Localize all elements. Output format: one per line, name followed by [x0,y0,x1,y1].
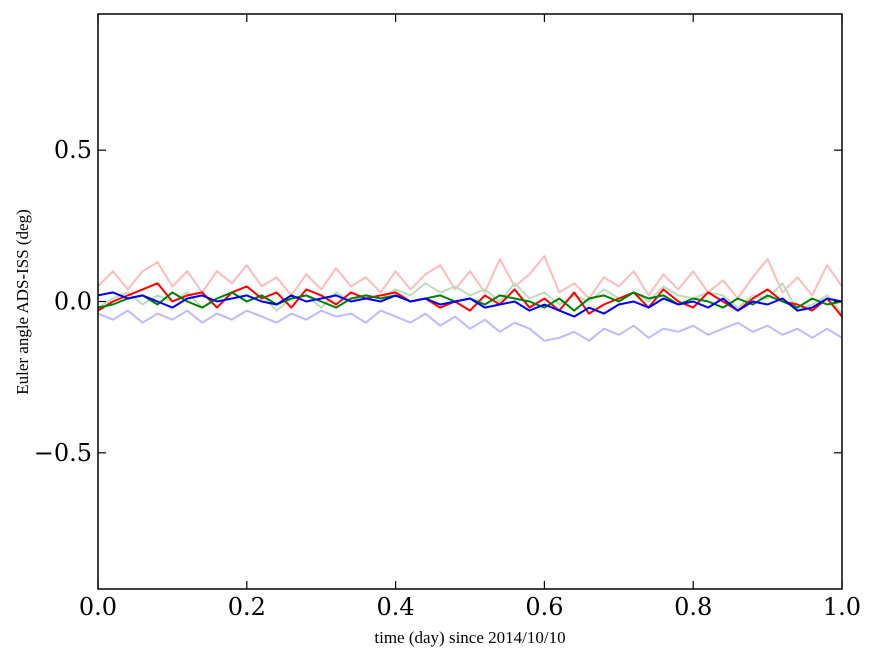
y-tick-label: 0.5 [54,136,92,164]
series-layer [97,255,843,342]
tick-layer: 0.0 0.2 0.4 0.6 0.8 1.0 0.5 0.0 −0.5 [34,14,861,621]
x-axis-title: time (day) since 2014/10/10 [374,628,565,647]
y-tick-label: 0.0 [54,288,92,316]
x-tick-label: 0.2 [228,593,266,621]
x-tick-label: 0.0 [79,593,117,621]
y-tick-label: −0.5 [34,439,92,467]
x-tick-label: 0.8 [674,593,712,621]
x-tick-label: 0.6 [525,593,563,621]
y-axis-title: Euler angle ADS-ISS (deg) [13,209,32,395]
series-line-6 [97,291,843,318]
series-line-4 [97,282,843,318]
x-tick-label: 1.0 [823,593,861,621]
series-line-3 [97,309,843,342]
series-line-1 [97,255,843,300]
x-tick-label: 0.4 [377,593,415,621]
